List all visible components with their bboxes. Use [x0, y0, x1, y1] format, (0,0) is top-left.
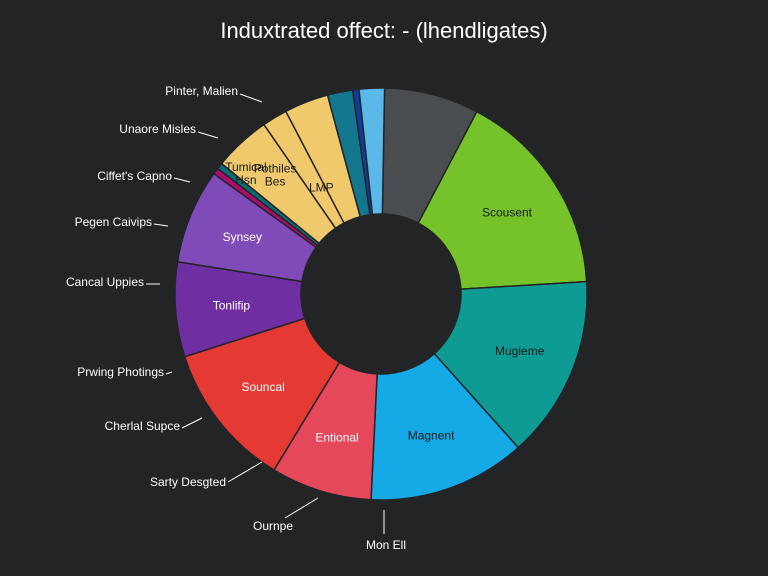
leader-line [153, 223, 169, 227]
slice-label: LMP [309, 181, 334, 195]
slice-label: Souncal [241, 380, 284, 394]
outer-label: Unaore Misles [119, 122, 196, 136]
slice-labels-group: Scousent Mugieme Magnent Entional Souncal Ton… [213, 160, 545, 444]
slice-label: Tonlifip [213, 298, 251, 312]
outer-label: Cancal Uppies [66, 275, 144, 289]
slice-label: Pothiles Bes [254, 162, 297, 189]
pie-slice [183, 317, 341, 472]
pie-slice [358, 87, 386, 216]
leader-line [165, 371, 173, 375]
leader-line [227, 461, 263, 483]
slice-label: Magnent [408, 428, 455, 442]
pie-slice [417, 110, 588, 290]
chart-title: Induxtrated offect: - (lhendligates) [220, 18, 547, 43]
outer-label: Ciffet's Capno [97, 169, 172, 183]
slice-label: Scousent [482, 206, 533, 220]
slices-group [174, 87, 588, 501]
slice-label: Tumical Hsn [225, 160, 267, 187]
leader-line [181, 417, 203, 429]
outer-label: Cherlal Supce [105, 419, 181, 433]
leader-line [173, 177, 191, 183]
leader-line [197, 131, 219, 139]
slice-label: Synsey [223, 230, 262, 244]
slice-label: Entional [315, 430, 358, 444]
outer-label: Sarty Desgted [150, 475, 226, 489]
slice-label: Mugieme [495, 344, 545, 358]
leader-line [239, 93, 263, 103]
outer-labels-group: Pinter, Malien Unaore Misles Ciffet's Capn… [66, 84, 406, 552]
leader-line [284, 497, 319, 519]
outer-label: Mon Ell [366, 538, 406, 552]
outer-label: Pinter, Malien [165, 84, 238, 98]
pie-slice [433, 280, 588, 449]
outer-label: Ournpe [253, 519, 293, 533]
pie-slice [370, 352, 520, 501]
outer-label: Prwing Photings [77, 365, 164, 379]
outer-label: Pegen Caivips [75, 215, 152, 229]
